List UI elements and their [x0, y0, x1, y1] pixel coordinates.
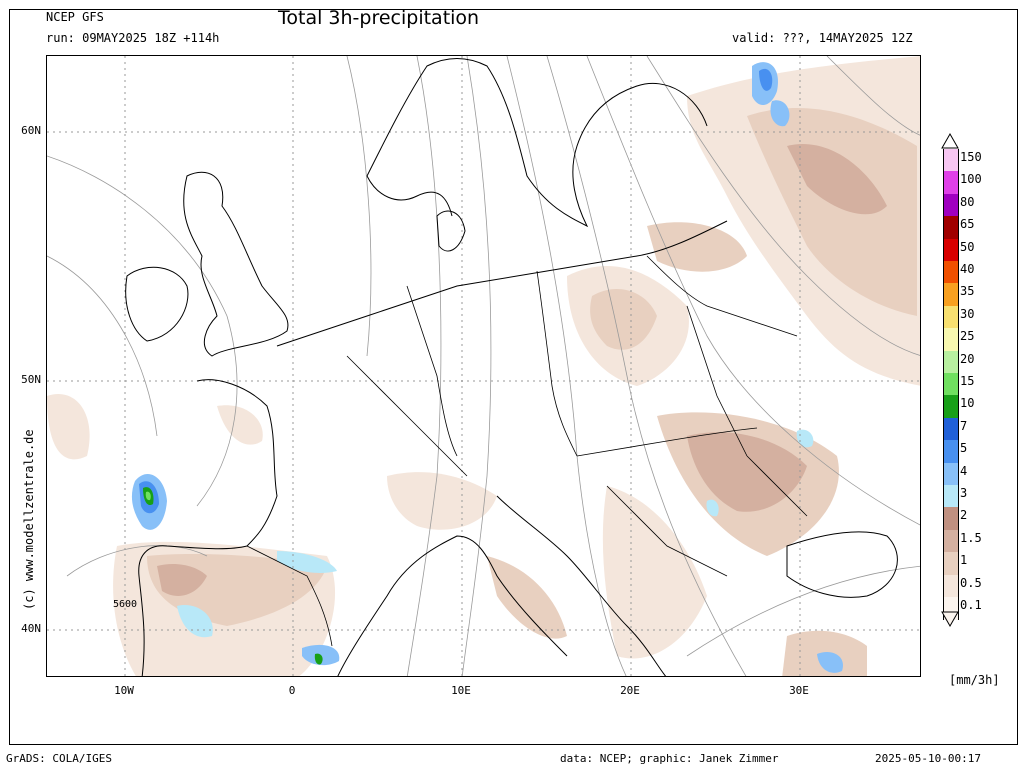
legend-label: 40: [960, 262, 975, 276]
lat-label-60n: 60N: [21, 124, 41, 137]
legend-label: 5: [960, 441, 968, 456]
legend-swatch: [943, 462, 959, 486]
legend-label: 20: [960, 351, 975, 366]
country-borders: [246, 255, 808, 647]
valid-time: valid: ???, 14MAY2025 12Z: [732, 31, 913, 45]
lon-label-10e: 10E: [451, 684, 471, 697]
legend-label: 0.1: [960, 598, 982, 612]
legend-swatch: [943, 529, 959, 553]
lat-label-40n: 40N: [21, 622, 41, 635]
legend-label: 100: [960, 172, 982, 187]
legend-label: 15: [960, 374, 975, 388]
legend-swatch: [943, 552, 959, 576]
legend-swatch: [943, 574, 959, 598]
lon-label-20e: 20E: [620, 684, 640, 697]
model-name: NCEP GFS: [46, 10, 104, 24]
plot-frame: [9, 9, 1018, 745]
legend-swatch: [943, 216, 959, 240]
footer-timestamp: 2025-05-10-00:17: [875, 752, 981, 765]
footer-software: GrADS: COLA/IGES: [6, 752, 112, 765]
legend-swatch: [943, 328, 959, 352]
legend-swatch: [943, 395, 959, 419]
run-info: run: 09MAY2025 18Z +114h: [46, 31, 220, 45]
legend-swatch: [943, 283, 959, 307]
legend-bottom-arrow: [941, 611, 959, 627]
footer-credits: data: NCEP; graphic: Janek Zimmer: [560, 752, 779, 765]
legend-label: 25: [960, 329, 975, 344]
legend-swatch: [943, 261, 959, 284]
map-canvas: [47, 56, 920, 676]
legend-swatch: [943, 193, 959, 217]
legend-label: 1: [960, 553, 968, 568]
lon-label-30e: 30E: [789, 684, 809, 697]
legend-swatch: [943, 350, 959, 374]
legend-unit: [mm/3h]: [949, 673, 1000, 687]
legend-label: 150: [960, 150, 982, 164]
precip-shading: [47, 56, 920, 676]
legend-top-arrow: [941, 133, 959, 149]
legend-label: 2: [960, 508, 968, 523]
legend-label: 10: [960, 396, 975, 411]
legend-label: 1.5: [960, 530, 982, 545]
legend-label: 30: [960, 306, 975, 321]
legend-label: 7: [960, 418, 968, 433]
legend-swatch: [943, 440, 959, 464]
contour-label: 5600: [113, 599, 138, 610]
legend-swatch: [943, 238, 959, 262]
lat-label-50n: 50N: [21, 373, 41, 386]
map-title: Total 3h-precipitation: [278, 7, 480, 29]
legend-swatch: [943, 149, 959, 172]
lon-label-10w: 10W: [114, 684, 134, 697]
geopotential-contours: [47, 56, 920, 676]
legend-label: 80: [960, 194, 975, 209]
legend-swatch: [943, 373, 959, 396]
legend-label: 3: [960, 486, 968, 500]
legend-swatch: [943, 485, 959, 508]
copyright-text: (c) www.modellzentrale.de: [22, 429, 36, 610]
legend-label: 50: [960, 239, 975, 254]
coastlines: [125, 58, 898, 676]
legend-label: 0.5: [960, 575, 982, 590]
legend-swatch: [943, 171, 959, 195]
precipitation-map: 5600: [46, 55, 921, 677]
graticule: [47, 56, 920, 676]
legend-label: 35: [960, 284, 975, 299]
legend-swatch: [943, 305, 959, 329]
legend-swatch: [943, 417, 959, 441]
lon-label-0: 0: [288, 684, 296, 697]
legend-label: 4: [960, 463, 968, 478]
legend-swatch: [943, 507, 959, 531]
legend-label: 65: [960, 217, 975, 232]
